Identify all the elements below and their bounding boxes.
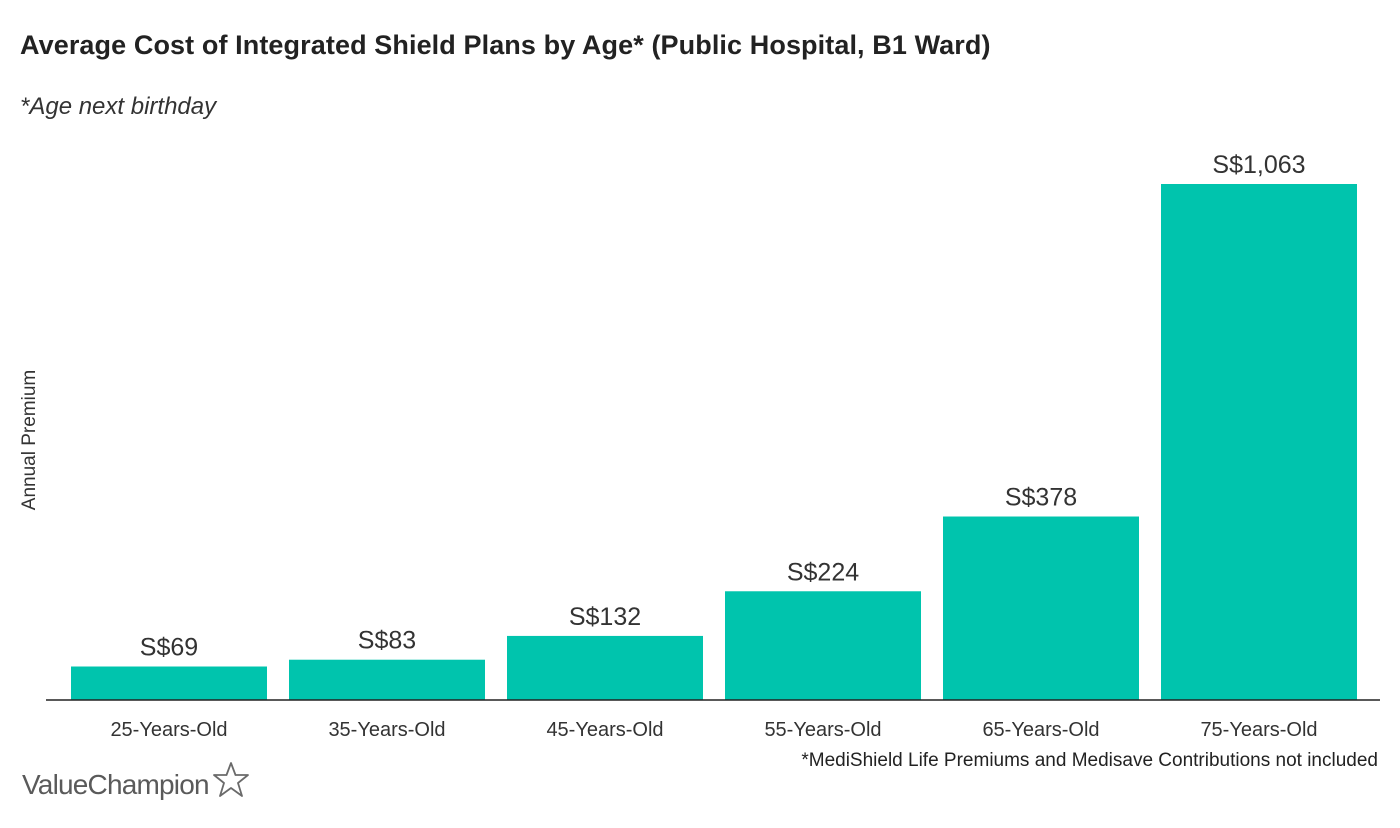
bar-25-years-old	[71, 666, 267, 700]
brand-logo-text: ValueChampion	[22, 769, 210, 800]
x-tick-label: 75-Years-Old	[1200, 719, 1317, 741]
chart-footnote: *MediShield Life Premiums and Medisave C…	[801, 750, 1378, 771]
x-tick-label: 45-Years-Old	[546, 719, 663, 741]
bar-value-label: S$132	[569, 603, 641, 631]
star-outline-icon	[212, 762, 249, 797]
bar-45-years-old	[507, 635, 703, 700]
x-tick-label: 65-Years-Old	[982, 719, 1099, 741]
bar-65-years-old	[943, 516, 1139, 700]
bar-value-label: S$1,063	[1212, 151, 1305, 179]
x-tick-label: 55-Years-Old	[764, 719, 881, 741]
bars-group	[71, 184, 1357, 700]
bar-55-years-old	[725, 591, 921, 700]
x-tick-label: 25-Years-Old	[110, 719, 227, 741]
chart-subtitle: *Age next birthday	[20, 93, 217, 120]
bar-value-label: S$69	[140, 634, 198, 662]
chart-title: Average Cost of Integrated Shield Plans …	[20, 30, 991, 60]
bar-value-label: S$224	[787, 558, 859, 586]
bar-75-years-old	[1161, 184, 1357, 700]
x-tick-label: 35-Years-Old	[328, 719, 445, 741]
labels-group: S$69 25-Years-Old S$83 35-Years-Old S$132 45-…	[110, 151, 1317, 741]
bar-35-years-old	[289, 659, 485, 700]
bar-value-label: S$83	[358, 627, 416, 655]
bar-value-label: S$378	[1005, 484, 1077, 512]
brand-logo: ValueChampion	[22, 760, 251, 810]
